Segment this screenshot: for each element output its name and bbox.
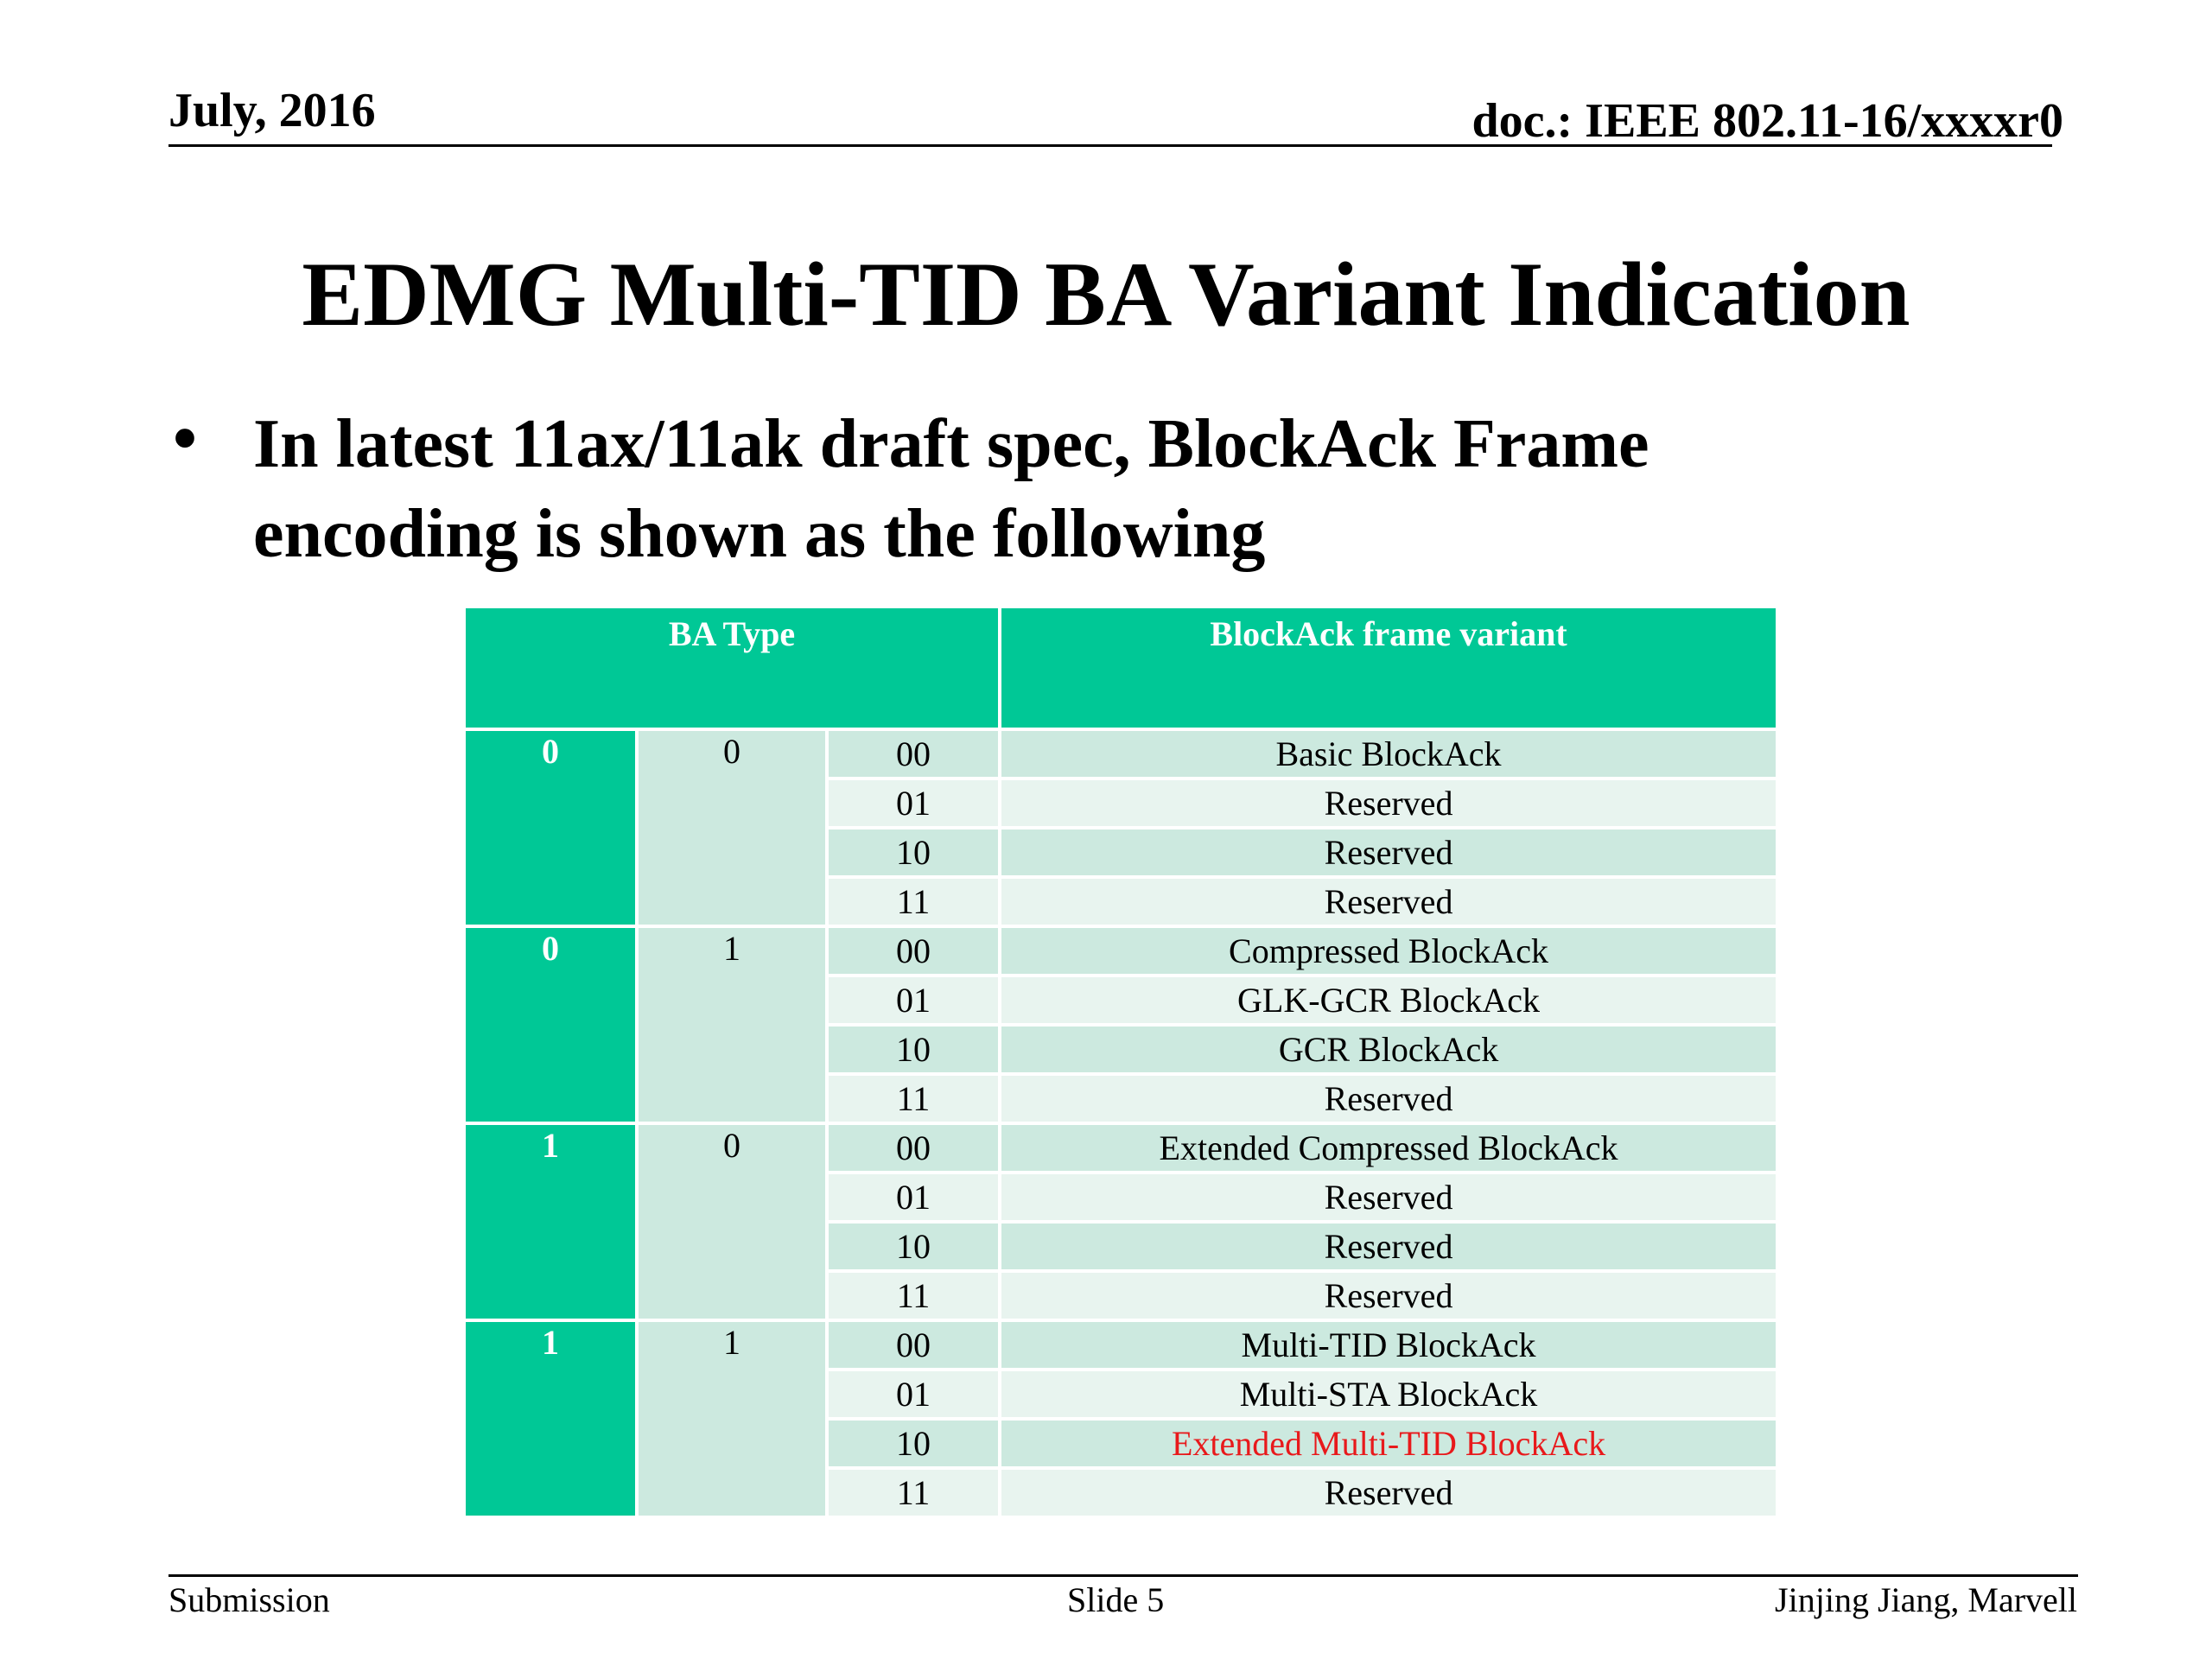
table-row: 11 Reserved xyxy=(464,1466,1780,1519)
footer-author: Jinjing Jiang, Marvell xyxy=(1775,1580,2077,1619)
ba-type-code: 00 xyxy=(824,728,1002,780)
blockack-variant: Reserved xyxy=(998,1269,1780,1322)
table-row: 1 0 00 Extended Compressed BlockAck xyxy=(462,1122,1780,1322)
table-row: 0 0 00 Basic BlockAck xyxy=(462,728,1780,928)
table-row: 10 GCR BlockAck xyxy=(464,1023,1780,1076)
ba-type-code: 01 xyxy=(824,974,1002,1027)
table-row: 01 Reserved xyxy=(464,1171,1780,1224)
ba-type-code: 11 xyxy=(824,1466,1002,1519)
header-ba-type: BA Type xyxy=(461,605,1002,731)
bullet-marker: • xyxy=(173,401,198,477)
table-header-row: BA Type BlockAck frame variant xyxy=(461,605,1780,731)
header-doc-id: doc.: IEEE 802.11-16/xxxxr0 xyxy=(1471,94,2063,148)
ba-type-code: 10 xyxy=(824,1417,1002,1470)
blockack-variant: Extended Compressed BlockAck xyxy=(998,1122,1780,1174)
ba-type-code: 00 xyxy=(824,1319,1002,1371)
table-row: 11 Reserved xyxy=(464,875,1780,928)
ba-type-bit-1: 1 xyxy=(462,1122,639,1322)
ba-type-bit-2: 1 xyxy=(635,1319,829,1519)
bullet-text: In latest 11ax/11ak draft spec, BlockAck… xyxy=(253,406,1649,572)
ba-type-code: 10 xyxy=(824,1023,1002,1076)
blockack-variant: Basic BlockAck xyxy=(998,728,1780,780)
table-row: 0 1 00 Compressed BlockAck xyxy=(462,925,1780,1125)
ba-type-bit-2: 1 xyxy=(635,925,829,1125)
ba-type-bit-1: 1 xyxy=(462,1319,639,1519)
footer-submission: Submission xyxy=(168,1580,330,1619)
table-row: 11 Reserved xyxy=(464,1269,1780,1322)
header-date: July, 2016 xyxy=(168,84,376,137)
ba-type-bit-2: 0 xyxy=(635,728,829,928)
blockack-variant: Reserved xyxy=(998,777,1780,830)
footer-rule xyxy=(168,1574,2078,1577)
table-row: 10 Reserved xyxy=(464,1220,1780,1273)
footer-slide-number: Slide 5 xyxy=(1067,1580,1165,1619)
blockack-variant: Compressed BlockAck xyxy=(998,925,1780,977)
ba-type-code: 11 xyxy=(824,1269,1002,1322)
ba-type-bit-1: 0 xyxy=(462,925,639,1125)
blockack-variant-highlighted: Extended Multi-TID BlockAck xyxy=(998,1417,1780,1470)
blockack-variant: Reserved xyxy=(998,826,1780,879)
ba-type-code: 10 xyxy=(824,1220,1002,1273)
ba-type-code: 11 xyxy=(824,875,1002,928)
ba-type-bit-2: 0 xyxy=(635,1122,829,1322)
blockack-variant: Reserved xyxy=(998,1072,1780,1125)
table-row: 01 GLK-GCR BlockAck xyxy=(464,974,1780,1027)
table-row: 01 Reserved xyxy=(464,777,1780,830)
ba-type-code: 01 xyxy=(824,1171,1002,1224)
blockack-variant: GCR BlockAck xyxy=(998,1023,1780,1076)
blockack-variant: Reserved xyxy=(998,875,1780,928)
ba-type-code: 01 xyxy=(824,1368,1002,1421)
table-row: 10 Reserved xyxy=(464,826,1780,879)
blockack-variant: Reserved xyxy=(998,1466,1780,1519)
ba-type-code: 10 xyxy=(824,826,1002,879)
ba-type-code: 00 xyxy=(824,925,1002,977)
table-body: 0 0 00 Basic BlockAck 01 Reserved 10 Reserved 11… xyxy=(462,728,1780,1519)
ba-type-code: 01 xyxy=(824,777,1002,830)
table-row: 1 1 00 Multi-TID BlockAck xyxy=(462,1319,1780,1519)
ba-type-code: 11 xyxy=(824,1072,1002,1125)
blockack-variant: Multi-STA BlockAck xyxy=(998,1368,1780,1421)
blockack-variant: Multi-TID BlockAck xyxy=(998,1319,1780,1371)
slide-title: EDMG Multi-TID BA Variant Indication xyxy=(302,244,1910,345)
ba-type-bit-1: 0 xyxy=(462,728,639,928)
blockack-variant: Reserved xyxy=(998,1171,1780,1224)
ba-type-code: 00 xyxy=(824,1122,1002,1174)
header-rule xyxy=(168,144,2052,147)
header-blockack-variant: BlockAck frame variant xyxy=(998,605,1780,731)
blockack-variant: Reserved xyxy=(998,1220,1780,1273)
blockack-variant: GLK-GCR BlockAck xyxy=(998,974,1780,1027)
table-row: 10 Extended Multi-TID BlockAck xyxy=(464,1417,1780,1470)
table-row: 11 Reserved xyxy=(464,1072,1780,1125)
table-row: 01 Multi-STA BlockAck xyxy=(464,1368,1780,1421)
blockack-encoding-table: BA Type BlockAck frame variant 0 0 00 Basic… xyxy=(461,605,1780,1519)
